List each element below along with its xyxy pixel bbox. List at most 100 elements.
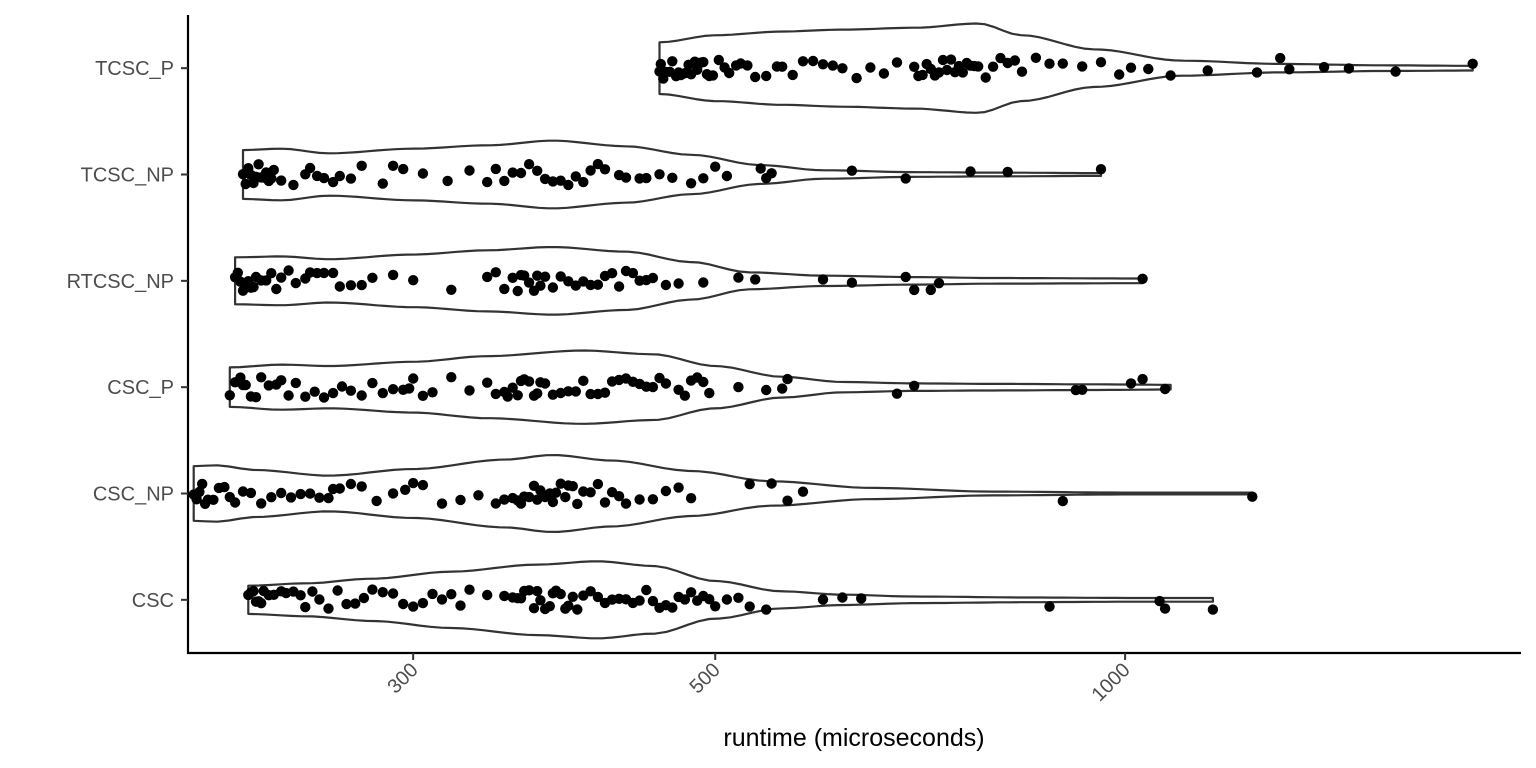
point-csc-np [499, 494, 510, 505]
point-rtcsc-np [334, 281, 345, 292]
point-csc-p [1137, 373, 1148, 385]
point-tcsc-p [1343, 63, 1355, 74]
point-tcsc-p [1030, 52, 1042, 63]
point-csc-np [567, 481, 578, 492]
point-tcsc-np [563, 179, 574, 191]
point-rtcsc-np [499, 283, 510, 295]
point-csc [350, 598, 361, 609]
point-tcsc-p [698, 56, 709, 68]
point-csc-p [512, 390, 523, 401]
point-tcsc-p [987, 61, 999, 72]
point-csc-np [560, 491, 571, 503]
point-csc-np [197, 478, 208, 490]
point-tcsc-p [1275, 52, 1286, 64]
point-rtcsc-np [555, 271, 566, 282]
point-csc-p [464, 385, 475, 396]
point-tcsc-np [667, 172, 678, 183]
point-tcsc-np [268, 164, 279, 176]
point-csc-p [599, 387, 611, 398]
violins-layer [192, 22, 1474, 640]
point-csc-np [660, 485, 672, 497]
point-tcsc-p [1057, 58, 1069, 69]
point-tcsc-np [327, 176, 339, 188]
point-csc [592, 591, 604, 603]
point-rtcsc-np [585, 279, 596, 291]
point-csc-np [782, 495, 793, 506]
point-csc-p [761, 384, 772, 396]
point-csc [585, 586, 596, 597]
point-tcsc-p [1251, 67, 1263, 78]
point-rtcsc-np [750, 274, 761, 285]
point-csc-p [276, 375, 287, 386]
point-tcsc-np [304, 162, 316, 174]
point-tcsc-np [965, 166, 976, 177]
point-csc [679, 594, 691, 605]
point-csc [307, 586, 318, 597]
point-tcsc-np [766, 168, 777, 179]
point-tcsc-np [578, 176, 589, 188]
point-csc-np [334, 483, 345, 494]
point-csc-p [404, 383, 415, 394]
point-csc-p [578, 375, 589, 386]
point-csc-np [455, 494, 466, 506]
y-tick-label-csc-p: CSC_P [107, 377, 174, 399]
point-csc-np [276, 487, 287, 499]
point-rtcsc-np [532, 270, 543, 281]
point-rtcsc-np [535, 280, 546, 291]
point-rtcsc-np [482, 271, 493, 283]
point-csc [248, 585, 259, 597]
point-tcsc-np [721, 170, 733, 182]
point-rtcsc-np [327, 267, 339, 279]
point-tcsc-p [724, 67, 735, 79]
point-csc-p [1159, 383, 1171, 395]
point-tcsc-np [507, 167, 518, 178]
point-csc-np [194, 486, 205, 498]
point-csc-p [502, 391, 513, 402]
point-csc-p [327, 387, 339, 399]
point-tcsc-p [878, 68, 890, 79]
point-csc [436, 594, 448, 605]
point-csc [314, 594, 325, 605]
point-csc-p [240, 379, 251, 391]
point-csc-np [229, 497, 241, 508]
point-csc-np [356, 481, 367, 492]
violin-tcsc-np [241, 139, 1103, 210]
point-rtcsc-np [733, 272, 744, 283]
point-tcsc-p [787, 69, 798, 81]
point-csc-p [570, 386, 581, 397]
point-rtcsc-np [490, 267, 501, 278]
y-tick-label-csc-np: CSC_NP [93, 484, 174, 506]
point-rtcsc-np [387, 269, 399, 281]
y-tick-label-tcsc-p: TCSC_P [95, 58, 174, 80]
point-csc [295, 590, 306, 601]
point-csc [744, 601, 755, 612]
point-csc [464, 584, 475, 595]
point-tcsc-np [318, 172, 330, 184]
point-csc-np [620, 498, 632, 509]
point-tcsc-p [837, 63, 848, 74]
point-csc [377, 587, 388, 598]
point-csc-p [408, 373, 419, 384]
point-rtcsc-np [261, 275, 272, 286]
point-rtcsc-np [290, 277, 301, 289]
point-tcsc-p [1467, 58, 1478, 69]
point-csc [1159, 603, 1171, 614]
point-csc-p [446, 372, 457, 383]
point-rtcsc-np [846, 277, 858, 288]
point-tcsc-p [1143, 63, 1154, 75]
point-tcsc-p [1165, 70, 1176, 81]
point-csc-p [250, 392, 262, 403]
point-csc-p [387, 384, 399, 395]
point-csc [572, 604, 583, 615]
point-csc-p [698, 376, 709, 388]
y-tick-label-tcsc-np: TCSC_NP [81, 165, 174, 187]
point-csc [634, 595, 645, 606]
point-tcsc-np [515, 167, 527, 179]
point-csc [358, 592, 370, 604]
point-rtcsc-np [627, 267, 639, 279]
violin-csc-np [192, 454, 1254, 533]
point-tcsc-np [523, 159, 535, 170]
point-csc-np [387, 488, 399, 499]
x-tick-label-300: 300 [384, 659, 423, 698]
point-csc-np [550, 487, 562, 498]
